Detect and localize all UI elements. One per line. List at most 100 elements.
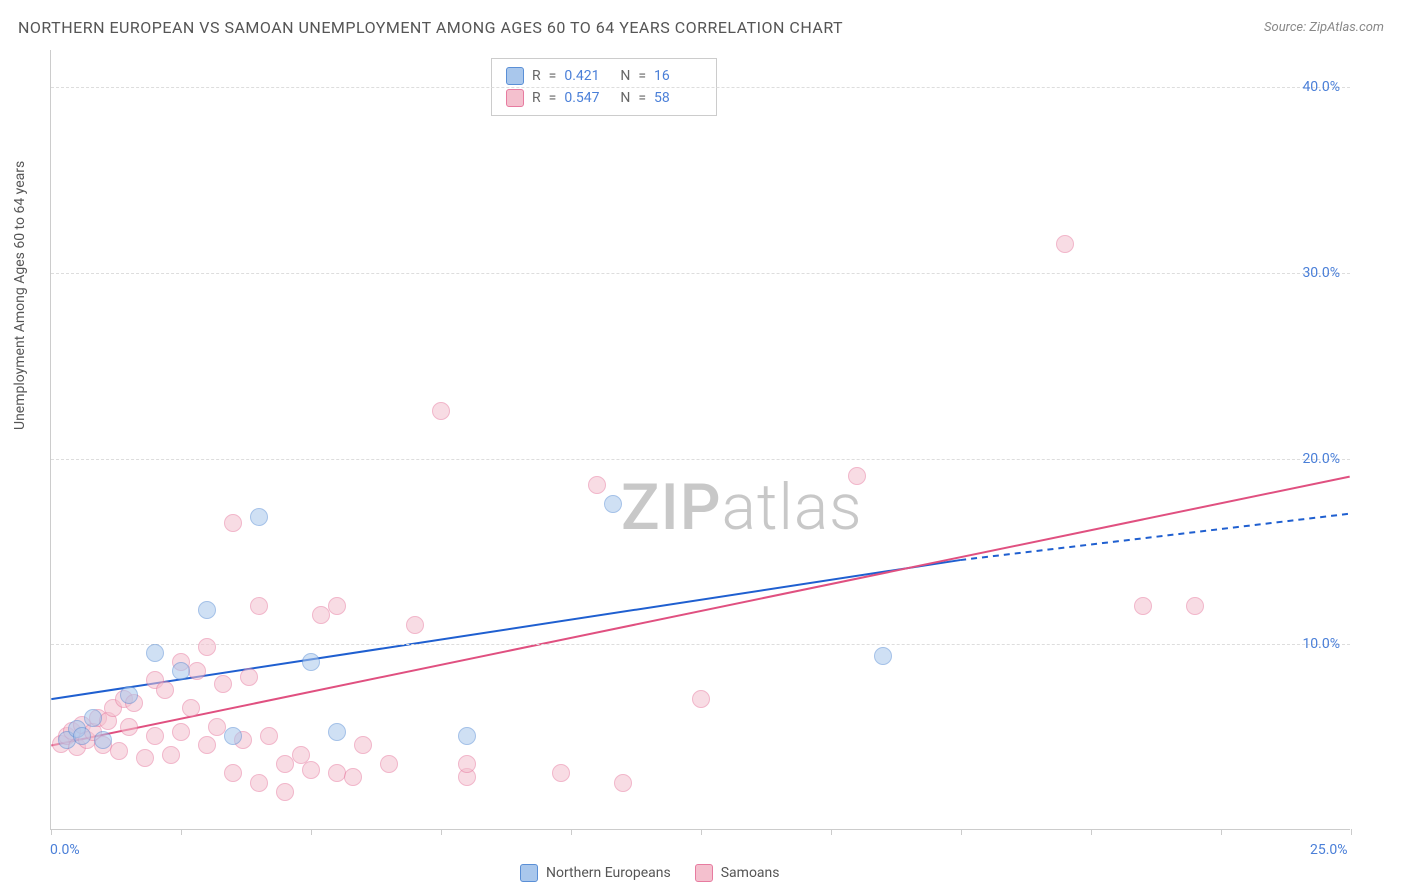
r-label: R bbox=[532, 87, 541, 109]
r-label: R bbox=[532, 65, 541, 87]
scatter-point bbox=[172, 662, 190, 680]
x-tick bbox=[961, 829, 962, 835]
scatter-point bbox=[110, 742, 128, 760]
trend-line-dashed bbox=[960, 514, 1349, 560]
y-tick-label: 10.0% bbox=[1302, 636, 1340, 652]
legend-label: Samoans bbox=[721, 865, 780, 881]
scatter-point bbox=[224, 514, 242, 532]
scatter-point bbox=[432, 402, 450, 420]
x-tick bbox=[311, 829, 312, 835]
chart-title: NORTHERN EUROPEAN VS SAMOAN UNEMPLOYMENT… bbox=[18, 18, 843, 37]
scatter-point bbox=[552, 764, 570, 782]
scatter-point bbox=[604, 495, 622, 513]
swatch-icon bbox=[695, 864, 713, 882]
n-value: 58 bbox=[654, 87, 702, 109]
eq: = bbox=[638, 65, 646, 87]
y-tick-label: 30.0% bbox=[1302, 265, 1340, 281]
swatch-icon bbox=[506, 67, 524, 85]
x-tick-label: 0.0% bbox=[50, 842, 80, 858]
scatter-point bbox=[250, 597, 268, 615]
plot-area: ZIPatlas R = 0.421 N = 16 R = 0.547 N = … bbox=[50, 50, 1350, 830]
stats-row-series-0: R = 0.421 N = 16 bbox=[506, 65, 702, 87]
scatter-point bbox=[250, 774, 268, 792]
scatter-point bbox=[73, 727, 91, 745]
scatter-point bbox=[354, 736, 372, 754]
scatter-point bbox=[614, 774, 632, 792]
scatter-point bbox=[250, 508, 268, 526]
x-tick bbox=[51, 829, 52, 835]
watermark: ZIPatlas bbox=[621, 470, 863, 545]
scatter-point bbox=[198, 638, 216, 656]
scatter-point bbox=[458, 755, 476, 773]
scatter-point bbox=[848, 467, 866, 485]
scatter-point bbox=[302, 653, 320, 671]
scatter-point bbox=[240, 668, 258, 686]
scatter-point bbox=[94, 731, 112, 749]
scatter-point bbox=[120, 718, 138, 736]
scatter-point bbox=[162, 746, 180, 764]
y-tick-label: 20.0% bbox=[1302, 451, 1340, 467]
gridline bbox=[51, 87, 1350, 88]
eq: = bbox=[638, 87, 646, 109]
scatter-point bbox=[214, 675, 232, 693]
scatter-point bbox=[874, 647, 892, 665]
r-value: 0.421 bbox=[564, 65, 612, 87]
scatter-point bbox=[120, 686, 138, 704]
scatter-point bbox=[1186, 597, 1204, 615]
scatter-point bbox=[380, 755, 398, 773]
y-axis-title: Unemployment Among Ages 60 to 64 years bbox=[12, 161, 28, 430]
scatter-point bbox=[328, 723, 346, 741]
n-value: 16 bbox=[654, 65, 702, 87]
x-tick-label: 25.0% bbox=[1310, 842, 1348, 858]
x-tick bbox=[441, 829, 442, 835]
scatter-point bbox=[156, 681, 174, 699]
x-tick bbox=[571, 829, 572, 835]
scatter-point bbox=[188, 662, 206, 680]
scatter-point bbox=[198, 601, 216, 619]
scatter-point bbox=[1134, 597, 1152, 615]
y-tick-label: 40.0% bbox=[1302, 79, 1340, 95]
scatter-point bbox=[328, 597, 346, 615]
x-tick bbox=[701, 829, 702, 835]
scatter-point bbox=[136, 749, 154, 767]
trend-line bbox=[51, 560, 960, 699]
gridline bbox=[51, 644, 1350, 645]
swatch-icon bbox=[520, 864, 538, 882]
trend-lines-svg bbox=[51, 50, 1350, 829]
watermark-atlas: atlas bbox=[722, 470, 863, 545]
scatter-point bbox=[146, 727, 164, 745]
swatch-icon bbox=[506, 89, 524, 107]
source-label: Source: ZipAtlas.com bbox=[1264, 20, 1384, 35]
scatter-point bbox=[172, 723, 190, 741]
gridline bbox=[51, 273, 1350, 274]
scatter-point bbox=[344, 768, 362, 786]
scatter-point bbox=[84, 709, 102, 727]
gridline bbox=[51, 459, 1350, 460]
scatter-point bbox=[1056, 235, 1074, 253]
n-label: N bbox=[620, 87, 630, 109]
scatter-point bbox=[224, 727, 242, 745]
stats-row-series-1: R = 0.547 N = 58 bbox=[506, 87, 702, 109]
x-tick bbox=[1221, 829, 1222, 835]
scatter-point bbox=[198, 736, 216, 754]
legend-label: Northern Europeans bbox=[546, 865, 671, 881]
x-tick bbox=[1351, 829, 1352, 835]
scatter-point bbox=[302, 761, 320, 779]
x-tick bbox=[831, 829, 832, 835]
series-legend: Northern Europeans Samoans bbox=[520, 864, 780, 882]
scatter-point bbox=[276, 783, 294, 801]
legend-item-0: Northern Europeans bbox=[520, 864, 671, 882]
scatter-point bbox=[224, 764, 242, 782]
scatter-point bbox=[458, 727, 476, 745]
eq: = bbox=[549, 87, 557, 109]
scatter-point bbox=[406, 616, 424, 634]
scatter-point bbox=[260, 727, 278, 745]
scatter-point bbox=[182, 699, 200, 717]
legend-item-1: Samoans bbox=[695, 864, 780, 882]
n-label: N bbox=[620, 65, 630, 87]
scatter-point bbox=[692, 690, 710, 708]
x-tick bbox=[1091, 829, 1092, 835]
x-tick bbox=[181, 829, 182, 835]
scatter-point bbox=[146, 644, 164, 662]
eq: = bbox=[549, 65, 557, 87]
